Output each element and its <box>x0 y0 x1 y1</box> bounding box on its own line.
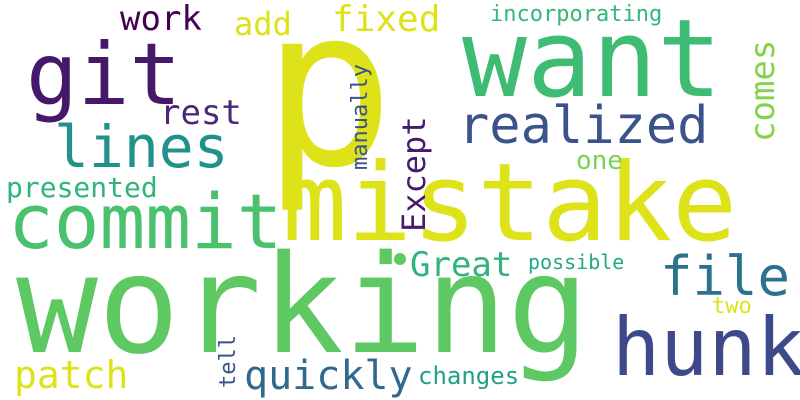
word-quickly: quickly <box>244 353 413 399</box>
word-want: want <box>462 0 723 122</box>
word-p: p <box>262 0 395 216</box>
word-tell: tell <box>216 335 241 388</box>
word-work: work <box>120 0 202 39</box>
word-fixed: fixed <box>332 0 441 40</box>
word-file: file <box>660 245 791 308</box>
word-hunk: hunk <box>612 301 800 394</box>
word-commit: commit <box>8 177 283 266</box>
word-manually: manually <box>348 64 373 170</box>
word-mistake: mistake <box>282 141 738 266</box>
word-comes: comes <box>743 39 783 142</box>
word-rest: rest <box>160 93 242 133</box>
word-one: one <box>576 146 623 176</box>
word-presented: presented <box>6 171 158 204</box>
word-great: Great <box>410 245 513 285</box>
word-realized: realized <box>458 96 709 156</box>
word-two: two <box>712 294 752 319</box>
word-changes: changes <box>418 362 520 390</box>
word-possible: possible <box>528 250 625 274</box>
dot-mark <box>394 253 406 265</box>
word-add: add <box>234 5 292 43</box>
word-working: working <box>16 227 590 385</box>
word-except: Except <box>395 116 433 232</box>
word-incorporating: incorporating <box>490 2 663 27</box>
word-patch: patch <box>14 353 129 397</box>
word-lines: lines <box>54 113 229 181</box>
word-git: git <box>26 25 182 125</box>
